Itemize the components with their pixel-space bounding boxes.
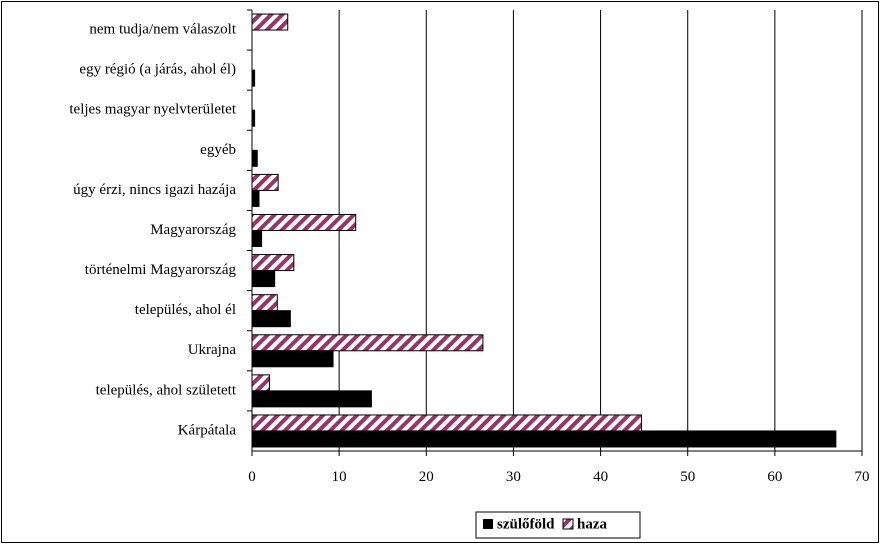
category-label: település, ahol született [96, 382, 237, 398]
legend: szülőföld haza [475, 511, 641, 539]
category-label: Ukrajna [188, 342, 237, 358]
legend-label-haza: haza [577, 516, 608, 532]
bar-haza [251, 254, 295, 272]
category-label: Kárpátala [178, 422, 237, 438]
bar-szulofold [251, 430, 837, 448]
bar-szulofold [251, 350, 334, 368]
category-label: úgy érzi, nincs igazi hazája [73, 182, 236, 198]
legend-swatch-haza [562, 518, 574, 530]
category-labels: Kárpátala település, ahol született Ukrajn… [69, 21, 236, 438]
x-tick-label-0: 0 [248, 469, 256, 485]
bar-haza [251, 414, 643, 432]
bars [251, 13, 837, 448]
bar-szulofold [251, 270, 276, 288]
bar-haza [251, 173, 279, 191]
bar-szulofold [251, 149, 258, 167]
category-label: nem tudja/nem válaszolt [89, 21, 236, 37]
axes [247, 9, 863, 456]
legend-label-szulofold: szülőföld [497, 516, 555, 532]
x-tick-label-50: 50 [680, 469, 695, 485]
x-tick-label-20: 20 [419, 469, 434, 485]
category-label: egyéb [200, 142, 236, 158]
x-tick-label-10: 10 [332, 469, 347, 485]
category-label: Magyarország [150, 222, 236, 238]
category-label: teljes magyar nyelvterületet [69, 102, 236, 118]
x-tick-label-30: 30 [506, 469, 521, 485]
bar-szulofold [251, 189, 260, 207]
x-tick-label-60: 60 [767, 469, 782, 485]
bar-szulofold [251, 310, 291, 328]
bar-haza [251, 334, 484, 352]
bar-haza [251, 374, 270, 392]
bar-szulofold [251, 230, 263, 247]
x-tick-label-40: 40 [593, 469, 608, 485]
gridlines [338, 10, 863, 451]
bar-haza [251, 214, 357, 231]
category-label: egy régió (a járás, ahol él) [79, 62, 236, 78]
legend-swatch-szulofold [483, 519, 493, 529]
bar-haza [251, 294, 278, 312]
bar-haza [251, 13, 289, 31]
legend-box [475, 511, 641, 539]
x-tick-label-70: 70 [855, 469, 870, 485]
category-label: történelmi Magyarország [85, 262, 237, 278]
category-label: település, ahol él [135, 302, 236, 318]
x-tick-labels: 0 10 20 30 40 50 60 70 [248, 469, 869, 485]
bar-szulofold [251, 390, 372, 408]
